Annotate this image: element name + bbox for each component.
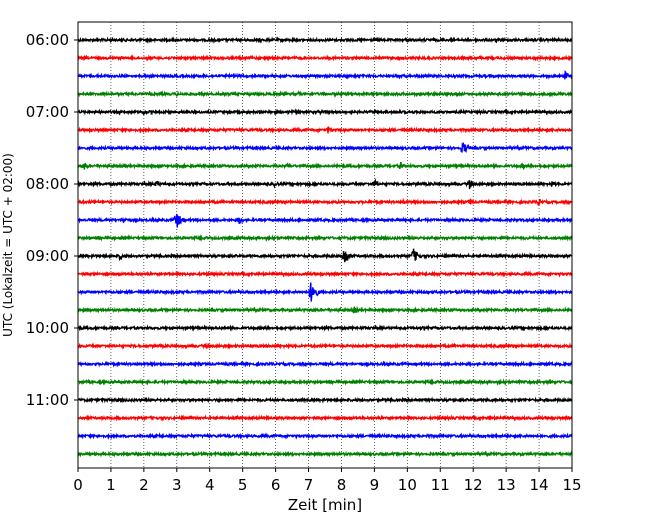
x-tick-label: 2 <box>139 476 149 494</box>
trace-line <box>77 324 573 332</box>
trace-line <box>77 178 573 190</box>
trace-line <box>77 414 573 422</box>
grid <box>110 22 540 468</box>
trace-line <box>77 234 573 242</box>
x-tick-label: 13 <box>497 476 516 494</box>
plot-frame <box>77 21 573 469</box>
x-tick-label: 7 <box>304 476 314 494</box>
x-axis-ticks: 0 1 2 3 4 5 6 7 8 9 10 11 12 13 14 15 <box>73 468 582 494</box>
trace-line <box>77 162 573 171</box>
trace-line <box>77 450 573 458</box>
x-tick-label: 6 <box>271 476 281 494</box>
trace-line <box>77 360 573 368</box>
x-tick-label: 3 <box>172 476 182 494</box>
traces <box>77 36 573 458</box>
trace-line <box>77 270 573 278</box>
y-tick-label: 10:00 <box>26 319 69 337</box>
y-axis-ticks: 06:00 07:00 08:00 09:00 10:00 11:00 <box>26 31 78 409</box>
x-tick-label: 14 <box>530 476 549 494</box>
trace-line <box>77 54 573 62</box>
trace-line <box>77 108 573 116</box>
x-tick-label: 1 <box>106 476 116 494</box>
x-tick-label: 10 <box>398 476 417 494</box>
y-tick-label: 07:00 <box>26 103 69 121</box>
trace-line <box>77 126 573 134</box>
trace-line <box>77 213 573 228</box>
x-axis-label: Zeit [min] <box>288 496 362 514</box>
trace-line <box>77 342 573 350</box>
x-tick-label: 11 <box>431 476 450 494</box>
y-tick-label: 06:00 <box>26 31 69 49</box>
trace-line <box>77 197 573 207</box>
y-tick-label: 11:00 <box>26 391 69 409</box>
trace-line <box>77 282 573 302</box>
y-tick-label: 09:00 <box>26 247 69 265</box>
x-tick-label: 0 <box>73 476 83 494</box>
trace-line <box>77 248 573 263</box>
trace-line <box>77 142 573 154</box>
trace-line <box>77 70 573 80</box>
x-tick-label: 5 <box>238 476 248 494</box>
x-tick-label: 8 <box>337 476 347 494</box>
x-tick-label: 9 <box>370 476 380 494</box>
trace-line <box>77 305 573 314</box>
x-tick-label: 4 <box>205 476 215 494</box>
trace-line <box>77 396 573 404</box>
trace-line <box>77 36 573 44</box>
x-tick-label: 15 <box>562 476 581 494</box>
y-tick-label: 08:00 <box>26 175 69 193</box>
trace-line <box>77 378 573 386</box>
trace-line <box>77 432 573 440</box>
trace-line <box>77 90 573 98</box>
x-tick-label: 12 <box>464 476 483 494</box>
y-axis-label: UTC (Lokalzeit = UTC + 02:00) <box>1 153 15 337</box>
